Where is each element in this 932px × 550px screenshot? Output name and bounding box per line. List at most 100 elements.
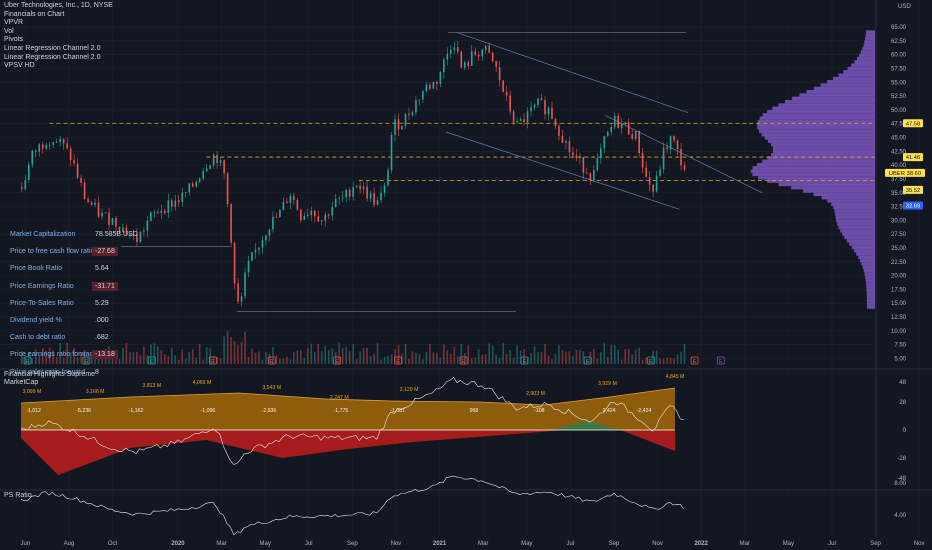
price-axis-label: 17.50 bbox=[891, 287, 907, 293]
candle-body bbox=[282, 201, 285, 211]
earnings-marker[interactable] bbox=[459, 356, 468, 365]
legend-item[interactable]: Vol bbox=[4, 27, 14, 35]
price-axis-label: 45.00 bbox=[891, 136, 907, 142]
price-level-label: 47.58 bbox=[906, 121, 921, 127]
candle-body bbox=[212, 155, 215, 166]
candle-body bbox=[460, 51, 463, 68]
volume-bar bbox=[600, 352, 602, 364]
price-level-tag bbox=[903, 185, 923, 194]
candle-body bbox=[390, 134, 393, 171]
earnings-marker[interactable] bbox=[647, 356, 655, 365]
earnings-marker[interactable] bbox=[520, 356, 529, 365]
candle-body bbox=[286, 201, 288, 203]
upper-value-label: 4,845 M bbox=[666, 374, 685, 380]
volume-bar bbox=[164, 354, 166, 364]
legend-item[interactable]: VPSV HD bbox=[4, 62, 35, 70]
volume-bar bbox=[275, 355, 278, 364]
lower-value-label: -1,775 bbox=[334, 408, 349, 414]
volume-profile-bar bbox=[813, 192, 875, 197]
legend-item[interactable]: Linear Regression Channel 2.0 bbox=[4, 53, 101, 61]
earnings-marker[interactable] bbox=[583, 356, 592, 365]
candle-body bbox=[265, 235, 267, 241]
earnings-marker[interactable] bbox=[147, 356, 156, 365]
volume-bar bbox=[544, 344, 546, 364]
volume-bar bbox=[303, 357, 306, 364]
volume-bar bbox=[94, 358, 96, 364]
pane3-axis-label: 8.00 bbox=[894, 481, 906, 487]
price-axis-label: 5.00 bbox=[894, 356, 906, 362]
volume-bar bbox=[219, 358, 222, 364]
financial-value: .682 bbox=[95, 334, 109, 342]
volume-bar bbox=[59, 343, 61, 364]
earnings-marker[interactable] bbox=[267, 356, 276, 365]
legend-item[interactable]: VPVR bbox=[4, 19, 24, 27]
earnings-marker[interactable] bbox=[690, 356, 699, 365]
candle-body bbox=[533, 104, 536, 108]
legend-item[interactable]: Linear Regression Channel 2.0 bbox=[4, 44, 101, 52]
earnings-marker[interactable] bbox=[333, 356, 341, 365]
volume-bar bbox=[575, 349, 578, 364]
time-axis-label: Nov bbox=[914, 541, 925, 547]
candle-body bbox=[470, 51, 473, 66]
candle-body bbox=[122, 227, 124, 232]
earnings-marker[interactable] bbox=[394, 356, 402, 365]
candle-body bbox=[613, 115, 616, 127]
candle-body bbox=[233, 242, 236, 284]
candle-body bbox=[334, 198, 337, 207]
volume-bar bbox=[509, 349, 511, 364]
symbol-title[interactable]: Uber Technologies, Inc., 1D, NYSE bbox=[4, 2, 113, 9]
candle-body bbox=[129, 234, 131, 235]
volume-bar bbox=[265, 351, 267, 364]
volume-bar bbox=[610, 344, 613, 364]
earnings-marker[interactable] bbox=[208, 356, 217, 365]
pane2-title[interactable]: Financial Highlights Supreme bbox=[4, 371, 96, 378]
candle-body bbox=[401, 125, 403, 130]
candle-body bbox=[495, 60, 497, 68]
volume-bar bbox=[251, 348, 253, 364]
time-axis-label: Jun bbox=[21, 541, 31, 547]
candle-body bbox=[530, 107, 532, 112]
pane2-axis-label: -28 bbox=[897, 456, 906, 462]
volume-profile-bar bbox=[844, 235, 875, 240]
earnings-marker[interactable] bbox=[23, 356, 32, 365]
candle-body bbox=[310, 210, 313, 215]
volume-bar bbox=[418, 354, 421, 364]
financial-label: Price earnings ratio forward bbox=[10, 351, 96, 359]
volume-bar bbox=[477, 349, 480, 364]
lower-value-label: -108 bbox=[534, 408, 544, 414]
candle-body bbox=[45, 145, 48, 149]
legend-item[interactable]: Financials on Chart bbox=[4, 10, 65, 18]
pane3-title[interactable]: PS Ratio bbox=[4, 492, 32, 499]
volume-bar bbox=[439, 357, 442, 364]
volume-bar bbox=[530, 353, 532, 364]
volume-bar bbox=[153, 343, 156, 364]
candle-body bbox=[216, 155, 218, 163]
candle-body bbox=[66, 143, 68, 149]
volume-bar bbox=[268, 353, 271, 364]
volume-bar bbox=[669, 357, 672, 364]
legend-item[interactable]: Pivots bbox=[4, 36, 24, 44]
candle-body bbox=[307, 214, 309, 217]
volume-bar bbox=[317, 344, 320, 364]
earnings-marker-label: E bbox=[335, 359, 339, 365]
price-axis-label: 7.50 bbox=[894, 343, 906, 349]
earnings-marker-label: E bbox=[586, 359, 590, 365]
volume-profile-bar bbox=[791, 186, 875, 190]
candle-body bbox=[76, 163, 79, 178]
candle-body bbox=[348, 189, 351, 197]
volume-profile-bar bbox=[864, 272, 875, 276]
indicator-legend: Uber Technologies, Inc., 1D, NYSE Financ… bbox=[4, 2, 113, 71]
candle-body bbox=[59, 138, 61, 142]
financial-value: 78.585B USD bbox=[95, 231, 138, 239]
volume-bar bbox=[24, 357, 27, 364]
candle-body bbox=[457, 47, 459, 52]
volume-bar bbox=[558, 345, 560, 364]
earnings-marker[interactable] bbox=[716, 356, 725, 365]
candle-body bbox=[136, 234, 138, 242]
earnings-marker[interactable] bbox=[82, 356, 91, 365]
candle-body bbox=[240, 296, 243, 302]
candle-body bbox=[516, 120, 518, 123]
candle-body bbox=[341, 197, 344, 199]
candle-body bbox=[397, 119, 400, 130]
candle-body bbox=[645, 167, 647, 178]
